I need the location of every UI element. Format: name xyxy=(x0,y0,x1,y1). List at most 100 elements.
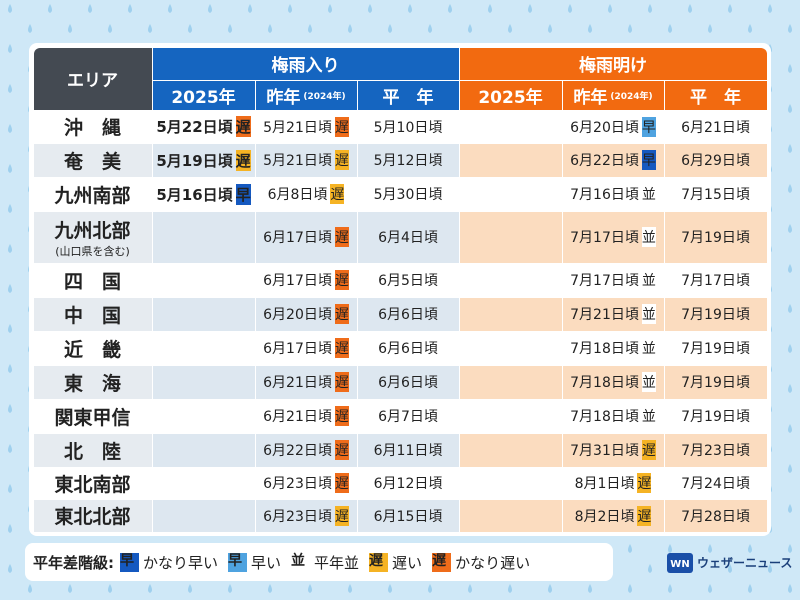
sub-header: 昨年 (2024年) xyxy=(562,80,664,110)
badge: 遅 xyxy=(235,116,251,137)
date: 8月2日頃 xyxy=(574,508,635,525)
area-cell: 奄 美 xyxy=(33,143,152,177)
date-cell: 6月11日頃 xyxy=(357,433,459,467)
date: 7月19日頃 xyxy=(681,230,750,246)
date-cell: 7月17日頃 xyxy=(664,263,767,297)
date-cell: 5月21日頃遅 xyxy=(255,110,357,143)
date: 7月17日頃 xyxy=(570,273,639,289)
date: 6月22日頃 xyxy=(570,153,639,169)
area-name: 九州北部 xyxy=(54,219,131,242)
badge: 早 xyxy=(641,150,656,170)
area-note: (山口県を含む) xyxy=(55,244,130,258)
date: 7月19日頃 xyxy=(681,409,750,425)
sub-header-small: (2024年) xyxy=(303,91,346,102)
area-cell: 九州南部 xyxy=(33,177,152,211)
date: 6月5日頃 xyxy=(378,273,438,289)
date-cell: 7月18日頃並 xyxy=(562,331,664,365)
badge: 遅 xyxy=(637,473,652,493)
date-cell: 6月20日頃遅 xyxy=(255,297,357,331)
date-cell: 5月16日頃早 xyxy=(152,177,255,211)
date: 6月21日頃 xyxy=(263,375,332,391)
area-name: 四 国 xyxy=(63,270,121,293)
date-cell: 5月10日頃 xyxy=(357,110,459,143)
area-name: 東 海 xyxy=(63,372,121,395)
badge: 早 xyxy=(120,552,139,572)
date-cell xyxy=(152,467,255,499)
group-header: 梅雨入り xyxy=(152,47,459,80)
date-cell: 6月17日頃遅 xyxy=(255,211,357,263)
date-cell xyxy=(459,177,562,211)
date-cell: 6月22日頃遅 xyxy=(255,433,357,467)
sub-header-small: (2024年) xyxy=(610,91,653,102)
legend: 平年差階級: 早かなり早い早早い並平年並遅遅い遅かなり遅い xyxy=(33,547,536,577)
date: 6月11日頃 xyxy=(373,443,443,459)
date-cell xyxy=(459,331,562,365)
badge: 遅 xyxy=(334,473,349,493)
date: 5月30日頃 xyxy=(373,187,443,203)
area-name: 関東甲信 xyxy=(54,406,131,429)
sub-header-text: 平 年 xyxy=(382,87,434,108)
date: 7月31日頃 xyxy=(570,443,639,459)
legend-label: 早い xyxy=(251,553,282,572)
date-cell: 6月21日頃遅 xyxy=(255,365,357,399)
date: 6月23日頃 xyxy=(263,508,332,525)
badge: 早 xyxy=(235,183,251,205)
legend-title: 平年差階級: xyxy=(33,553,114,572)
date-cell: 7月31日頃遅 xyxy=(562,433,664,467)
date-cell: 6月4日頃 xyxy=(357,211,459,263)
date: 5月22日頃 xyxy=(156,118,233,136)
area-cell: 関東甲信 xyxy=(33,399,152,433)
date-cell xyxy=(459,110,562,143)
badge: 早 xyxy=(228,552,248,572)
group-header: 梅雨明け xyxy=(459,47,767,80)
badge: 並 xyxy=(291,552,311,572)
date: 7月21日頃 xyxy=(570,307,639,323)
date-cell xyxy=(459,365,562,399)
date: 7月19日頃 xyxy=(681,375,750,391)
date-cell xyxy=(152,499,255,532)
badge: 遅 xyxy=(334,505,349,526)
badge: 遅 xyxy=(334,227,349,247)
date-cell: 6月20日頃早 xyxy=(562,110,664,143)
badge: 遅 xyxy=(334,116,349,137)
date-cell xyxy=(459,211,562,263)
date: 6月23日頃 xyxy=(263,476,332,492)
logo: ウェザーニュース xyxy=(697,556,793,570)
date-cell: 6月21日頃遅 xyxy=(255,399,357,433)
badge: 遅 xyxy=(334,150,349,170)
date: 7月19日頃 xyxy=(681,341,750,357)
area-cell: 北 陸 xyxy=(33,433,152,467)
badge: 並 xyxy=(641,304,656,324)
badge: 遅 xyxy=(334,270,349,290)
date-cell: 8月2日頃遅 xyxy=(562,499,664,532)
date: 7月16日頃 xyxy=(570,187,639,203)
area-cell: 東北北部 xyxy=(33,499,152,532)
area-cell: 東 海 xyxy=(33,365,152,399)
area-cell: 四 国 xyxy=(33,263,152,297)
date-cell: 7月23日頃 xyxy=(664,433,767,467)
date-cell: 7月28日頃 xyxy=(664,499,767,532)
badge: 遅 xyxy=(637,505,652,526)
date-cell xyxy=(459,399,562,433)
date: 6月20日頃 xyxy=(570,119,639,136)
date: 6月17日頃 xyxy=(263,273,332,289)
date: 6月6日頃 xyxy=(378,341,438,357)
date: 5月12日頃 xyxy=(373,153,443,169)
date: 5月21日頃 xyxy=(263,119,332,136)
date-cell xyxy=(152,211,255,263)
date: 7月19日頃 xyxy=(681,307,750,323)
date-cell: 7月17日頃並 xyxy=(562,263,664,297)
date: 6月29日頃 xyxy=(681,153,750,169)
date-cell: 5月30日頃 xyxy=(357,177,459,211)
date-cell xyxy=(459,143,562,177)
date-cell xyxy=(152,365,255,399)
sub-header-text: 平 年 xyxy=(690,87,741,108)
date-cell: 6月12日頃 xyxy=(357,467,459,499)
badge: 遅 xyxy=(334,338,349,358)
date-cell: 6月15日頃 xyxy=(357,499,459,532)
date-cell: 7月17日頃並 xyxy=(562,211,664,263)
date: 6月12日頃 xyxy=(373,476,443,492)
date: 5月10日頃 xyxy=(373,119,443,136)
badge: 並 xyxy=(641,227,656,247)
date-cell: 6月21日頃 xyxy=(664,110,767,143)
